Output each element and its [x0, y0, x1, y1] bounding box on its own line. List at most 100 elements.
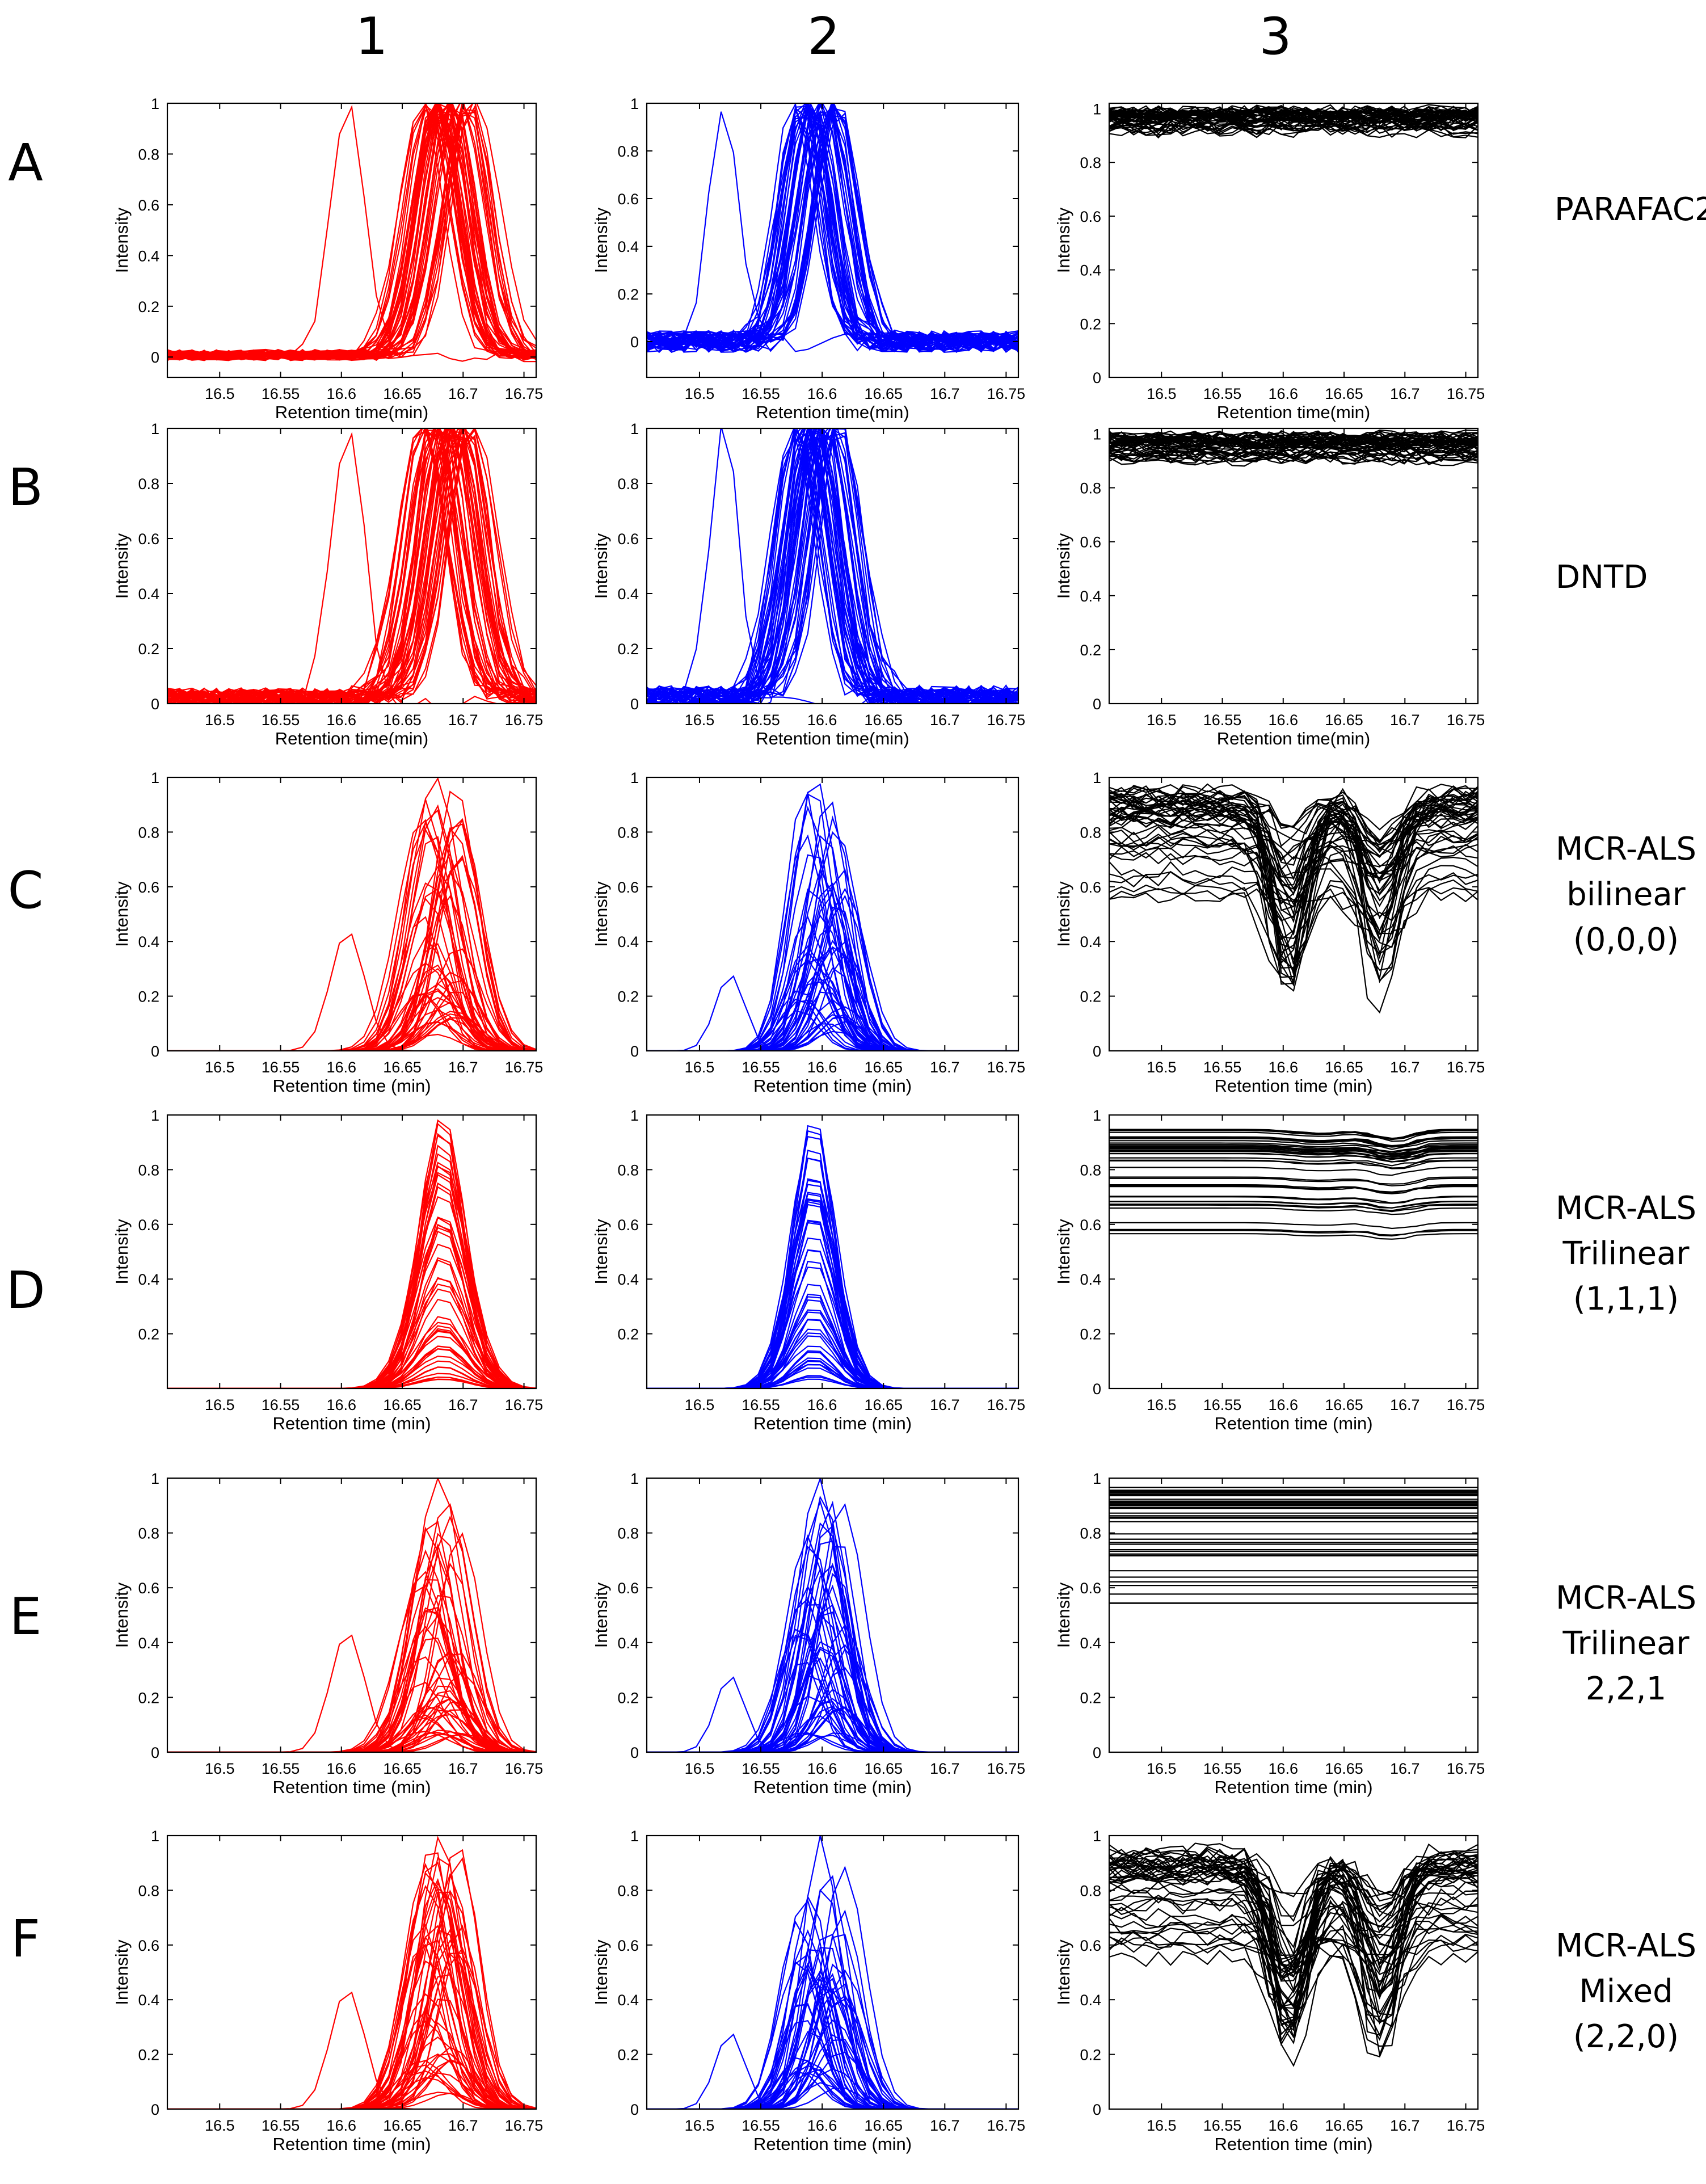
y-tick-label: 0: [630, 2101, 639, 2118]
x-tick-label: 16.75: [1447, 712, 1485, 729]
x-axis-label: Retention time (min): [272, 1777, 431, 1797]
x-tick-label: 16.6: [807, 385, 837, 402]
x-axis-label: Retention time(min): [1217, 402, 1370, 422]
series-line: [1109, 879, 1478, 1014]
x-tick-label: 16.65: [383, 712, 422, 729]
y-tick-label: 0: [151, 349, 159, 366]
series-line: [1109, 1880, 1478, 2044]
x-tick-label: 16.55: [262, 1760, 300, 1777]
x-tick-label: 16.65: [383, 1396, 422, 1413]
series-line: [1109, 1931, 1478, 2014]
series-line: [647, 1920, 1018, 2109]
y-tick-label: 1: [151, 1828, 159, 1845]
y-tick-label: 0.4: [138, 247, 159, 264]
series-line: [1109, 1159, 1478, 1169]
series-group: [647, 1836, 1018, 2109]
y-tick-label: 0: [1093, 1744, 1101, 1761]
series-group: [1109, 1129, 1478, 1240]
series-line: [647, 1674, 1018, 1752]
series-line: [647, 1962, 1018, 2109]
series-line: [167, 1562, 536, 1752]
series-line: [647, 806, 1018, 1051]
x-tick-label: 16.75: [505, 1396, 544, 1413]
y-tick-label: 0.6: [1080, 1937, 1101, 1954]
series-line: [647, 1014, 1018, 1051]
series-line: [647, 1584, 1018, 1752]
x-tick-label: 16.6: [1268, 2117, 1298, 2134]
axes-box: [1108, 102, 1479, 378]
series-line: [647, 1130, 1018, 1388]
series-line: [167, 1733, 536, 1752]
y-tick-label: 0.8: [617, 143, 639, 160]
series-line: [167, 428, 536, 704]
series-line: [647, 1364, 1018, 1388]
panels-group: 16.5 16.55 16.6 16.65 16.7 16.75 0 0.2 0.4 0.6 0.8…: [112, 95, 1485, 2154]
series-line: [647, 2064, 1018, 2109]
x-tick-label: 16.75: [1447, 385, 1485, 402]
series-line: [647, 2071, 1018, 2109]
series-line: [647, 428, 1018, 704]
axes-box: [166, 1114, 537, 1390]
method-label-d-line3: (1,1,1): [1573, 1281, 1679, 1318]
series-group: [647, 103, 1018, 354]
series-line: [1109, 852, 1478, 971]
series-line: [1109, 1150, 1478, 1160]
series-line: [647, 1969, 1018, 2109]
x-tick-label: 16.65: [1325, 385, 1363, 402]
y-tick-label: 0.8: [138, 824, 159, 841]
series-line: [1109, 1137, 1478, 1147]
y-tick-label: 0.2: [138, 2047, 159, 2064]
series-line: [647, 1000, 1018, 1051]
axes-box: [646, 776, 1020, 1052]
series-line: [167, 1259, 536, 1388]
y-tick-label: 0.6: [617, 1937, 639, 1954]
series-line: [167, 103, 536, 359]
x-tick-label: 16.6: [1268, 1760, 1298, 1777]
y-axis-label: Intensity: [591, 881, 611, 947]
x-tick-label: 16.55: [1203, 712, 1242, 729]
series-line: [647, 1895, 1018, 2109]
x-tick-label: 16.55: [262, 1059, 300, 1076]
y-tick-label: 1: [1093, 426, 1101, 443]
x-axis-label: Retention time (min): [1214, 2134, 1372, 2154]
x-axis-label: Retention time (min): [753, 1076, 912, 1096]
x-tick-label: 16.65: [1325, 1760, 1363, 1777]
x-tick-label: 16.75: [1447, 2117, 1485, 2134]
series-group: [647, 783, 1018, 1051]
series-line: [647, 1192, 1018, 1388]
y-tick-label: 0.4: [617, 1635, 639, 1652]
y-tick-label: 0: [1093, 369, 1101, 386]
y-tick-label: 0.2: [138, 988, 159, 1005]
y-tick-label: 1: [1093, 1828, 1101, 1845]
series-line: [647, 115, 1018, 351]
series-line: [647, 2033, 1018, 2109]
series-line: [1109, 1146, 1478, 1156]
series-line: [647, 1150, 1018, 1388]
y-tick-label: 0.6: [617, 1217, 639, 1234]
series-line: [647, 958, 1018, 1051]
series-line: [1109, 1870, 1478, 2028]
series-line: [647, 116, 1018, 353]
series-line: [1109, 1854, 1478, 1968]
series-line: [167, 1634, 536, 1752]
series-line: [647, 1499, 1018, 1752]
x-tick-label: 16.55: [742, 712, 780, 729]
panel-c-2: 16.5 16.55 16.6 16.65 16.7 16.75 0 0.2 0.4 0.6 0.8…: [591, 769, 1025, 1096]
x-tick-label: 16.65: [383, 385, 422, 402]
series-line: [167, 1729, 536, 1752]
x-tick-label: 16.7: [930, 712, 960, 729]
series-line: [647, 1695, 1018, 1752]
series-line: [167, 1373, 536, 1388]
x-axis-label: Retention time (min): [753, 1413, 912, 1433]
x-tick-label: 16.55: [262, 712, 300, 729]
x-tick-label: 16.5: [1147, 1059, 1177, 1076]
axes-box: [646, 1834, 1020, 2110]
series-line: [1109, 449, 1478, 464]
series-line: [647, 1299, 1018, 1388]
series-line: [167, 1533, 536, 1752]
x-tick-label: 16.7: [1390, 1396, 1420, 1413]
y-tick-label: 0.8: [1080, 480, 1101, 497]
series-line: [167, 818, 536, 1051]
series-line: [167, 933, 536, 1051]
y-tick-label: 1: [151, 95, 159, 112]
